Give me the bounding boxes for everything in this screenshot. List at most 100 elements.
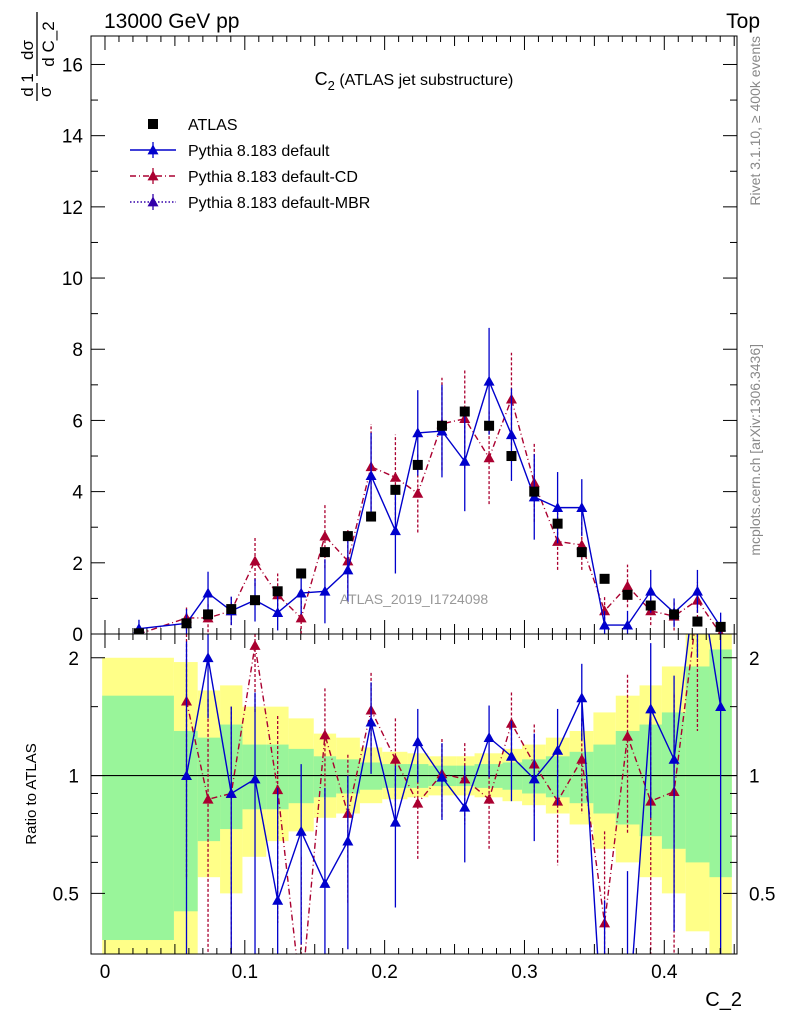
- ratio-series-marker: [272, 894, 284, 905]
- main-ytick-label: 10: [62, 269, 83, 290]
- legend-marker-atlas: [148, 119, 158, 129]
- ratio-series-marker: [436, 771, 448, 782]
- legend: ATLAS Pythia 8.183 default Pythia 8.183 de…: [130, 117, 370, 212]
- atlas-point: [181, 618, 192, 629]
- atlas-point: [576, 547, 587, 558]
- atlas-point: [203, 609, 214, 620]
- ratio-bands: [91, 634, 737, 954]
- atlas-point: [272, 586, 283, 597]
- svg-text:dσ: dσ: [18, 40, 37, 60]
- ratio-series-marker: [202, 652, 214, 663]
- ratio-panel: 0.5 0.5 1 1 2 2 0 0.1 0.2 0.3 0.4 Ratio to ATLAS C…: [23, 633, 775, 1011]
- atlas-point: [342, 531, 353, 542]
- atlas-point: [250, 595, 261, 606]
- main-series-marker: [483, 375, 495, 386]
- ratio-series-marker: [412, 736, 424, 747]
- ratio-series-marker: [249, 639, 261, 650]
- legend-marker: [147, 144, 159, 155]
- ratio-series-marker: [202, 793, 214, 804]
- main-ytick-label: 8: [72, 340, 83, 361]
- atlas-point: [622, 589, 633, 600]
- main-ytick-label: 12: [62, 198, 83, 219]
- mcplots-credit: mcplots.cern.ch [arXiv:1306.3436]: [747, 344, 763, 556]
- ratio-ytick-label-right: 1: [749, 767, 760, 788]
- ratio-series-marker: [412, 797, 424, 808]
- main-series-marker: [319, 530, 331, 541]
- band-inner: [593, 744, 616, 814]
- atlas-point: [506, 451, 517, 462]
- main-series-marker: [576, 539, 588, 550]
- ratio-xtick-label: 0: [100, 962, 111, 983]
- ratio-series-marker: [389, 753, 401, 764]
- main-ytick-label: 14: [62, 127, 84, 148]
- ratio-ytick-label-right: 2: [749, 649, 760, 670]
- ratio-series-marker: [505, 750, 517, 761]
- ratio-series-marker: [249, 773, 261, 784]
- ratio-series-marker: [715, 701, 727, 712]
- ratio-series-marker: [622, 730, 634, 741]
- atlas-point: [484, 420, 495, 431]
- atlas-point: [552, 518, 563, 529]
- ratio-series-marker: [319, 877, 331, 888]
- atlas-point: [390, 484, 401, 495]
- ratio-axis-ticks: 0.5 0.5 1 1 2 2 0 0.1 0.2 0.3 0.4: [53, 634, 775, 983]
- atlas-point: [459, 406, 470, 417]
- main-panel: 0 2 4 6 8 10 12 14 16 C2 (ATLAS jet substructure…: [18, 12, 738, 646]
- chart-title: C2 (ATLAS jet substructure): [315, 69, 514, 93]
- ratio-ylabel: Ratio to ATLAS: [23, 743, 40, 844]
- band-inner: [102, 695, 174, 941]
- atlas-point: [529, 486, 540, 497]
- ratio-series-marker: [668, 753, 680, 764]
- ratio-series-marker: [552, 744, 564, 755]
- main-series-marker: [483, 452, 495, 463]
- band-inner: [197, 737, 221, 842]
- legend-marker: [147, 170, 159, 181]
- ratio-series-marker: [483, 793, 495, 804]
- header-left: 13000 GeV pp: [104, 10, 239, 33]
- main-series-marker: [412, 487, 424, 498]
- atlas-point: [412, 459, 423, 470]
- atlas-point: [669, 609, 680, 620]
- ratio-ytick-label: 0.5: [53, 884, 79, 905]
- ratio-series-marker: [576, 753, 588, 764]
- main-series-marker: [552, 502, 564, 513]
- atlas-point: [692, 616, 703, 627]
- ratio-xlabel: C_2: [705, 989, 742, 1011]
- ratio-series-marker: [645, 703, 657, 714]
- ratio-series-marker: [225, 787, 237, 798]
- ratio-series-marker: [389, 816, 401, 827]
- main-ytick-label: 0: [72, 625, 83, 646]
- main-series-marker: [576, 502, 588, 513]
- main-series-marker: [365, 470, 377, 481]
- atlas-point: [436, 420, 447, 431]
- main-series-marker: [342, 564, 354, 575]
- main-ytick-label: 6: [72, 411, 83, 432]
- main-series-marker: [249, 555, 261, 566]
- ratio-series-line: [185, 634, 722, 954]
- band-inner: [173, 730, 198, 912]
- ratio-series-marker: [181, 770, 193, 780]
- ratio-ytick-label: 1: [68, 767, 79, 788]
- ratio-xtick-label: 0.3: [511, 962, 537, 983]
- ratio-ytick-label: 2: [68, 649, 79, 670]
- atlas-point: [366, 511, 377, 522]
- main-series-marker: [319, 585, 331, 596]
- ratio-xtick-label: 0.4: [651, 962, 678, 983]
- atlas-point: [133, 628, 144, 634]
- legend-label: Pythia 8.183 default-MBR: [188, 195, 370, 212]
- main-series-marker: [202, 587, 214, 598]
- main-ytick-label: 16: [62, 55, 83, 76]
- legend-label: ATLAS: [188, 117, 238, 134]
- ratio-series-marker: [483, 732, 495, 743]
- ratio-xtick-label: 0.1: [232, 962, 258, 983]
- ratio-series-marker: [576, 692, 588, 703]
- main-series-marker: [272, 607, 284, 618]
- ratio-ytick-label-right: 0.5: [749, 884, 775, 905]
- main-series-marker: [389, 471, 401, 482]
- main-series-marker: [691, 585, 703, 596]
- atlas-point: [226, 604, 237, 615]
- main-axis-ticks: 0 2 4 6 8 10 12 14 16: [62, 36, 737, 646]
- ratio-series-marker: [365, 716, 377, 727]
- ratio-series-marker: [319, 729, 331, 740]
